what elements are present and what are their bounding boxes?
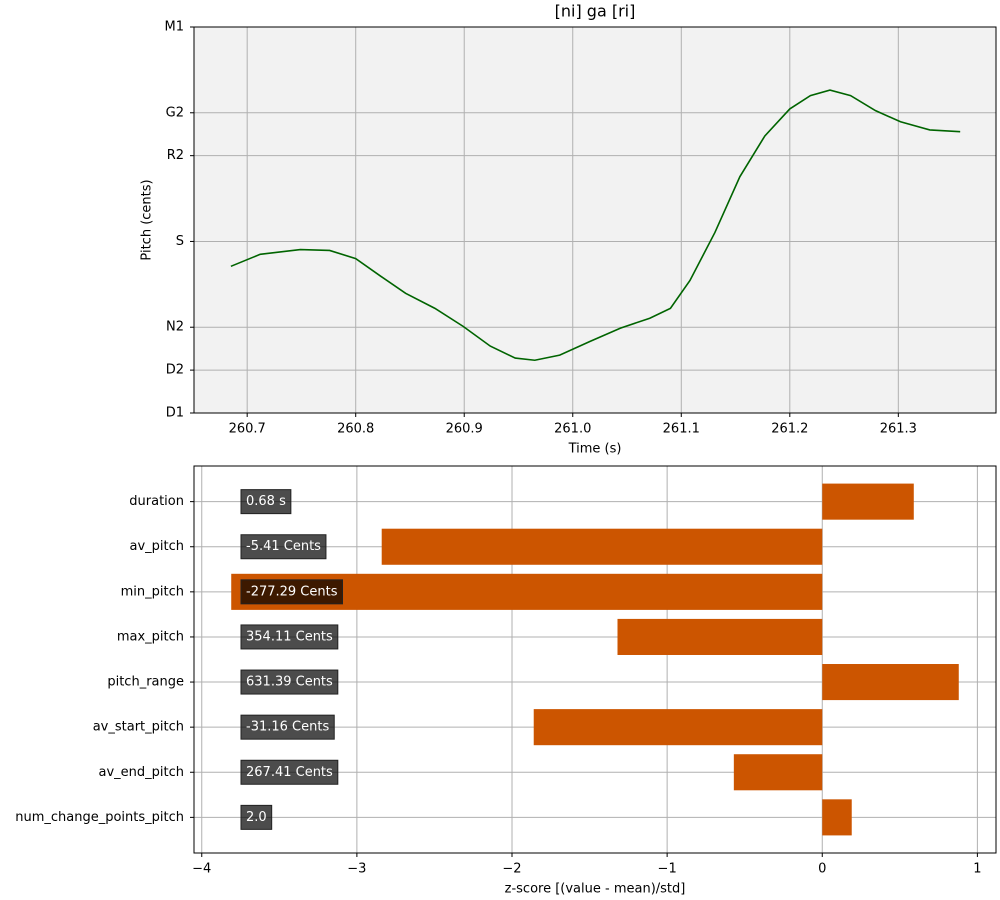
annotation-text: -277.29 Cents bbox=[246, 584, 338, 599]
x-axis-label: Time (s) bbox=[568, 442, 622, 457]
bar bbox=[733, 754, 823, 791]
annotation-box bbox=[240, 489, 292, 515]
plot-frame bbox=[193, 465, 997, 854]
annotation: 267.41 Cents bbox=[240, 759, 339, 785]
x-tick-label: 1 bbox=[973, 862, 981, 877]
annotation-box bbox=[240, 804, 273, 830]
bar bbox=[822, 483, 914, 520]
annotation-text: -31.16 Cents bbox=[246, 720, 329, 735]
y-tick-label: av_pitch bbox=[129, 539, 184, 554]
y-tick-label: duration bbox=[129, 494, 184, 509]
annotation-text: 267.41 Cents bbox=[246, 765, 333, 780]
pitch-line bbox=[230, 89, 961, 362]
x-tick-label: 260.8 bbox=[337, 422, 374, 437]
x-tick-label: 260.9 bbox=[446, 422, 483, 437]
annotation: 631.39 Cents bbox=[240, 669, 339, 695]
annotation-text: 631.39 Cents bbox=[246, 675, 333, 690]
x-tick-label: −4 bbox=[192, 862, 211, 877]
x-axis-label: z-score [(value - mean)/std] bbox=[505, 882, 686, 897]
x-tick-label: 261.1 bbox=[663, 422, 700, 437]
annotation: 0.68 s bbox=[240, 489, 292, 515]
plot-background bbox=[194, 466, 996, 853]
y-tick-label: G2 bbox=[166, 105, 184, 120]
y-axis-label: Pitch (cents) bbox=[140, 179, 155, 260]
y-tick-label: max_pitch bbox=[117, 629, 184, 644]
annotation-box bbox=[240, 759, 339, 785]
annotation-box bbox=[240, 534, 327, 560]
x-tick-label: 261.2 bbox=[771, 422, 808, 437]
chart-title: [ni] ga [ri] bbox=[555, 2, 636, 21]
annotation-text: -5.41 Cents bbox=[246, 539, 321, 554]
y-tick-label: min_pitch bbox=[121, 584, 184, 599]
x-tick-label: 260.7 bbox=[229, 422, 266, 437]
y-tick-label: av_end_pitch bbox=[99, 765, 185, 780]
x-tick-label: 261.3 bbox=[880, 422, 917, 437]
bar bbox=[617, 618, 823, 655]
bar bbox=[822, 799, 852, 836]
bar bbox=[381, 528, 823, 565]
annotation-box bbox=[240, 669, 339, 695]
x-tick-label: −3 bbox=[347, 862, 366, 877]
annotation: 354.11 Cents bbox=[240, 624, 339, 650]
x-tick-label: −2 bbox=[502, 862, 521, 877]
annotation: -277.29 Cents bbox=[240, 579, 343, 605]
plot-background bbox=[194, 27, 996, 413]
y-tick-label: av_start_pitch bbox=[93, 720, 184, 735]
annotation-box bbox=[240, 624, 339, 650]
y-tick-label: pitch_range bbox=[107, 675, 184, 690]
annotation: -31.16 Cents bbox=[240, 714, 335, 740]
y-tick-label: S bbox=[176, 234, 184, 249]
y-tick-label: num_change_points_pitch bbox=[15, 810, 184, 825]
y-tick-label: R2 bbox=[167, 148, 184, 163]
y-tick-label: N2 bbox=[166, 320, 184, 335]
annotation-text: 2.0 bbox=[246, 810, 267, 825]
annotation-text: 0.68 s bbox=[246, 494, 286, 509]
y-tick-label: D2 bbox=[166, 363, 184, 378]
x-tick-label: 0 bbox=[818, 862, 826, 877]
y-tick-label: D1 bbox=[166, 406, 184, 421]
annotation-text: 354.11 Cents bbox=[246, 629, 333, 644]
annotation-box bbox=[240, 714, 335, 740]
plot-frame bbox=[193, 26, 997, 414]
x-tick-label: 261.0 bbox=[554, 422, 591, 437]
annotation-box bbox=[240, 579, 343, 605]
bar bbox=[822, 664, 959, 701]
y-tick-label: M1 bbox=[165, 20, 185, 35]
bar bbox=[533, 709, 823, 746]
annotation: -5.41 Cents bbox=[240, 534, 327, 560]
annotation: 2.0 bbox=[240, 804, 273, 830]
x-tick-label: −1 bbox=[658, 862, 677, 877]
